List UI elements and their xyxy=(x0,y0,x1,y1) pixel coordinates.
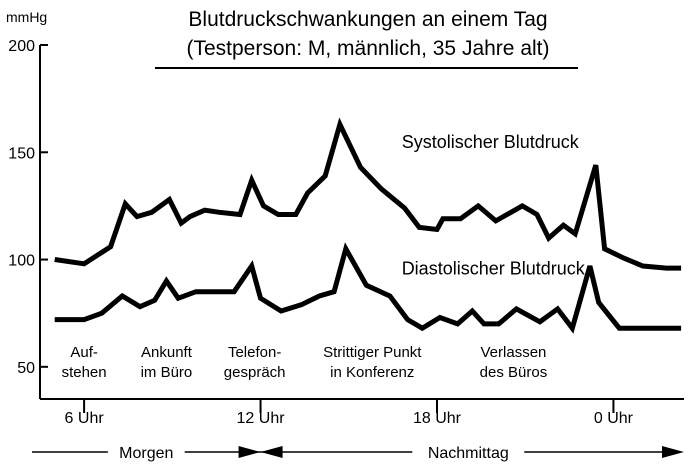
event-annotation-line: Telefon- xyxy=(228,344,281,361)
event-annotation-line: im Büro xyxy=(141,364,193,381)
x-tick-label: 12 Uhr xyxy=(237,410,286,427)
series-label-diastolic: Diastolischer Blutdruck xyxy=(402,259,586,279)
event-annotation: Ankunft im Büro xyxy=(141,344,193,381)
event-annotation-line: in Konferenz xyxy=(330,364,414,381)
series-label-systolic: Systolischer Blutdruck xyxy=(402,132,580,152)
period-label: Nachmittag xyxy=(428,445,509,462)
arrowhead-right xyxy=(662,446,684,458)
event-annotation-line: Ankunft xyxy=(141,344,193,361)
arrowhead-right xyxy=(238,446,261,458)
series-line-systolic xyxy=(54,117,682,271)
axes: 50 100 150 200 6 Uhr 12 Uhr 18 Uhr 0 Uhr xyxy=(8,38,684,427)
y-tick-label: 50 xyxy=(17,360,35,377)
event-annotations: Auf-stehen Ankunft im Büro Telefon-gespräch… xyxy=(62,344,548,381)
event-annotation: Strittiger Punkt in Konferenz xyxy=(323,344,422,381)
x-tick-label: 6 Uhr xyxy=(65,410,105,427)
chart-title-line1: Blutdruckschwankungen an einem Tag xyxy=(188,8,547,31)
event-annotation-line: des Büros xyxy=(480,364,548,381)
arrowhead-left xyxy=(260,446,283,458)
y-tick-label: 150 xyxy=(8,145,35,162)
event-annotation: Telefon-gespräch xyxy=(224,344,286,381)
event-annotation: Verlassen des Büros xyxy=(480,344,548,381)
event-annotation-line: Auf- xyxy=(70,344,98,361)
x-tick-label: 18 Uhr xyxy=(413,410,462,427)
event-annotation-line: Verlassen xyxy=(481,344,547,361)
y-axis-unit-label: mmHg xyxy=(6,9,47,25)
period-label: Morgen xyxy=(119,445,173,462)
y-tick-label: 100 xyxy=(8,253,35,270)
event-annotation: Auf-stehen xyxy=(62,344,107,381)
event-annotation-line: gespräch xyxy=(224,364,286,381)
event-annotation-line: Strittiger Punkt xyxy=(323,344,422,361)
y-tick-label: 200 xyxy=(8,38,35,55)
series-line-diastolic xyxy=(54,242,682,334)
period-arrows: Morgen Nachmittag xyxy=(32,445,684,462)
chart-title-line2: (Testperson: M, männlich, 35 Jahre alt) xyxy=(187,37,550,60)
event-annotation-line: stehen xyxy=(62,364,107,381)
x-tick-label: 0 Uhr xyxy=(594,410,634,427)
series-group: Systolischer Blutdruck Diastolischer Blut… xyxy=(54,117,682,334)
